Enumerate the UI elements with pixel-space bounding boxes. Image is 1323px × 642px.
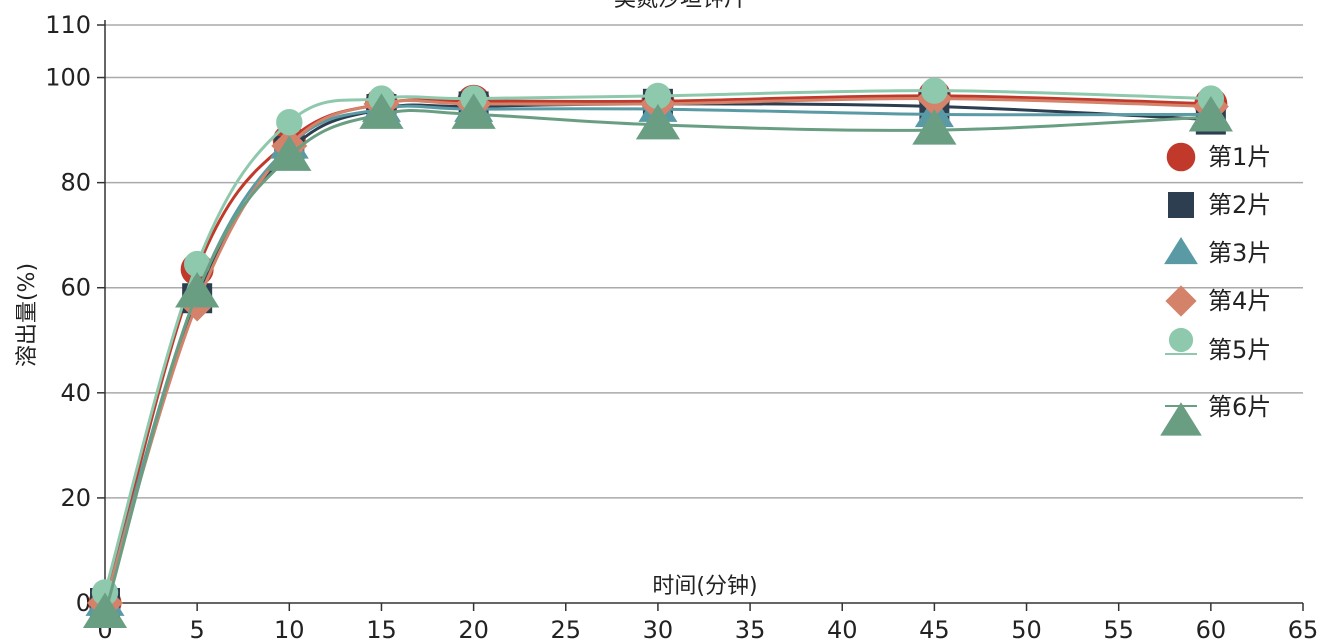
x-axis-title: 时间(分钟) xyxy=(652,574,757,599)
y-tick-labels: 0 20 40 60 80 100 110 xyxy=(45,11,91,617)
y-tick-label: 20 xyxy=(60,484,91,512)
data-point xyxy=(183,250,211,278)
legend-label: 第6片 xyxy=(1208,393,1271,421)
grid-lines xyxy=(105,24,1303,499)
data-point xyxy=(1160,402,1202,436)
x-tick-label: 10 xyxy=(274,616,305,642)
data-point xyxy=(912,109,957,145)
x-tick-label: 25 xyxy=(550,616,581,642)
data-point xyxy=(1165,285,1197,317)
legend-item: 第6片 xyxy=(1160,393,1271,436)
legend-label: 第5片 xyxy=(1208,336,1271,364)
data-point xyxy=(1168,327,1194,353)
legend-label: 第2片 xyxy=(1208,191,1271,219)
series-5 xyxy=(91,77,1225,606)
legend-item: 第5片 xyxy=(1165,327,1271,364)
data-point xyxy=(175,271,220,308)
y-tick-label: 100 xyxy=(45,64,91,92)
data-point xyxy=(359,93,404,129)
data-point xyxy=(1188,95,1233,132)
data-point xyxy=(635,103,681,140)
x-tick-label: 20 xyxy=(458,616,489,642)
legend-label: 第4片 xyxy=(1208,287,1271,315)
y-tick-label: 110 xyxy=(45,11,91,39)
data-point xyxy=(82,592,128,629)
x-tick-label: 5 xyxy=(190,616,205,642)
data-point xyxy=(1166,142,1196,172)
x-tick-label: 40 xyxy=(827,616,858,642)
x-tick-label: 55 xyxy=(1103,616,1134,642)
y-tick-label: 0 xyxy=(76,589,91,617)
axes xyxy=(97,20,1304,611)
series-1 xyxy=(88,79,1228,620)
legend-label: 第3片 xyxy=(1208,239,1271,267)
y-tick-label: 80 xyxy=(60,169,91,197)
y-tick-label: 40 xyxy=(60,379,91,407)
x-tick-label: 35 xyxy=(735,616,766,642)
data-point xyxy=(644,82,672,110)
series-group xyxy=(82,77,1233,629)
legend-item: 第2片 xyxy=(1168,191,1271,219)
data-point xyxy=(276,109,303,136)
legend-label: 第1片 xyxy=(1208,143,1271,171)
legend-item: 第4片 xyxy=(1165,285,1271,317)
data-point xyxy=(921,77,948,104)
data-point xyxy=(1168,192,1194,218)
x-tick-labels: 0 5 10 15 20 25 30 35 40 45 50 55 60 65 xyxy=(97,616,1318,642)
x-tick-label: 45 xyxy=(919,616,950,642)
series-4 xyxy=(87,80,1229,621)
series-line xyxy=(103,109,1211,614)
x-tick-label: 60 xyxy=(1196,616,1227,642)
data-point xyxy=(451,93,496,129)
y-axis-title: 溶出量(%) xyxy=(15,263,40,367)
series-line xyxy=(103,104,1211,604)
legend-item: 第1片 xyxy=(1166,142,1271,172)
x-tick-label: 15 xyxy=(366,616,397,642)
data-point xyxy=(267,135,312,171)
x-tick-label: 50 xyxy=(1011,616,1042,642)
legend-item: 第3片 xyxy=(1164,236,1271,267)
data-point xyxy=(1164,236,1198,265)
chart-title: 奥氮沙坦钾片 xyxy=(614,0,746,12)
y-tick-label: 60 xyxy=(60,274,91,302)
series-6 xyxy=(82,93,1233,629)
x-tick-label: 65 xyxy=(1288,616,1319,642)
x-tick-label: 30 xyxy=(643,616,674,642)
series-line xyxy=(103,102,1211,604)
